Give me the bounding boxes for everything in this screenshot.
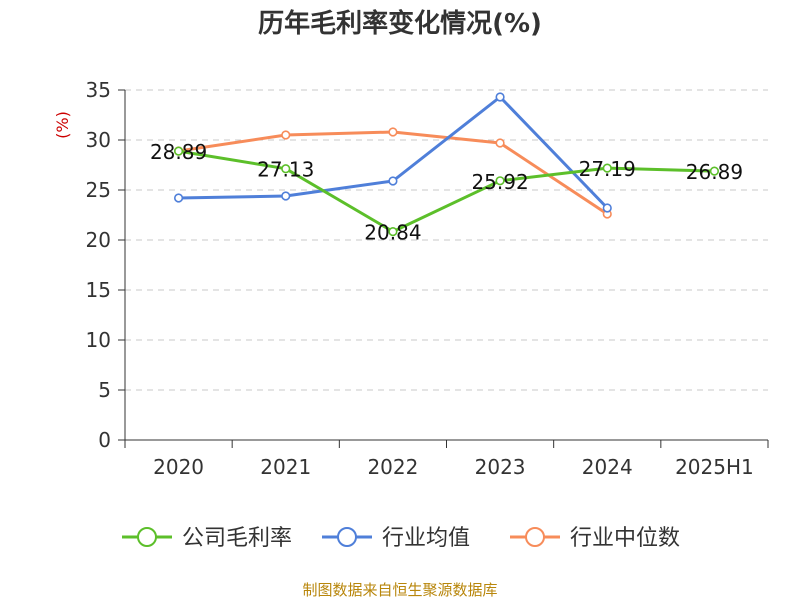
legend-label: 行业均值 (382, 526, 470, 551)
data-point (173, 193, 184, 203)
x-tick-label: 2020 (153, 455, 204, 479)
data-point (602, 203, 612, 213)
legend-marker (337, 527, 357, 547)
data-label: 25.92 (471, 170, 528, 194)
legend[interactable]: 公司毛利率 行业均值 行业中位数 (122, 526, 680, 551)
data-source-note: 制图数据来自恒生聚源数据库 (302, 581, 497, 599)
data-point (281, 164, 291, 174)
y-tick-label: 20 (86, 228, 111, 252)
series-line-2 (178, 130, 609, 216)
data-point (388, 227, 398, 237)
series-line-0 (178, 149, 715, 234)
legend-item[interactable]: 行业均值 (322, 526, 470, 551)
x-tick-label: 2023 (475, 455, 526, 479)
data-point (281, 130, 291, 140)
grid-lines (125, 89, 768, 391)
y-tick-label: 35 (86, 78, 111, 102)
x-tick-label: 2025H1 (675, 455, 754, 479)
x-tick-label: 2024 (582, 455, 633, 479)
y-tick-label: 5 (98, 378, 111, 402)
legend-marker (525, 527, 545, 547)
data-label: 26.89 (686, 160, 743, 184)
x-tick-label: 2021 (260, 455, 311, 479)
data-point (173, 146, 184, 156)
data-point (709, 166, 720, 176)
data-point (281, 191, 291, 201)
data-point (495, 138, 505, 148)
data-point (495, 176, 505, 186)
series-layer (173, 92, 720, 237)
data-labels: 28.89 27.13 20.84 25.92 27.19 26.89 (150, 140, 743, 245)
legend-marker (137, 527, 157, 547)
series-line-1 (178, 95, 609, 210)
legend-label: 公司毛利率 (182, 526, 292, 551)
y-tick-label: 25 (86, 178, 111, 202)
chart-title: 历年毛利率变化情况(%) (258, 8, 542, 39)
x-tick-label: 2022 (367, 455, 418, 479)
axes: 0 5 10 15 20 25 30 35 2020 2021 2022 2023 2024 2025H1 (86, 78, 769, 479)
y-tick-label: 10 (86, 328, 111, 352)
data-point (495, 92, 505, 102)
data-point (388, 176, 398, 186)
data-label: 27.13 (257, 158, 314, 182)
y-axis-unit: (%) (53, 111, 72, 139)
y-tick-label: 0 (98, 428, 111, 452)
data-label: 28.89 (150, 140, 207, 164)
legend-item[interactable]: 公司毛利率 (122, 526, 292, 551)
legend-item[interactable]: 行业中位数 (510, 526, 680, 551)
data-label: 27.19 (579, 157, 636, 181)
data-label: 20.84 (364, 221, 421, 245)
data-point (388, 127, 398, 137)
data-point (602, 163, 612, 173)
legend-label: 行业中位数 (570, 526, 680, 551)
y-tick-label: 15 (86, 278, 111, 302)
y-tick-label: 30 (86, 128, 111, 152)
